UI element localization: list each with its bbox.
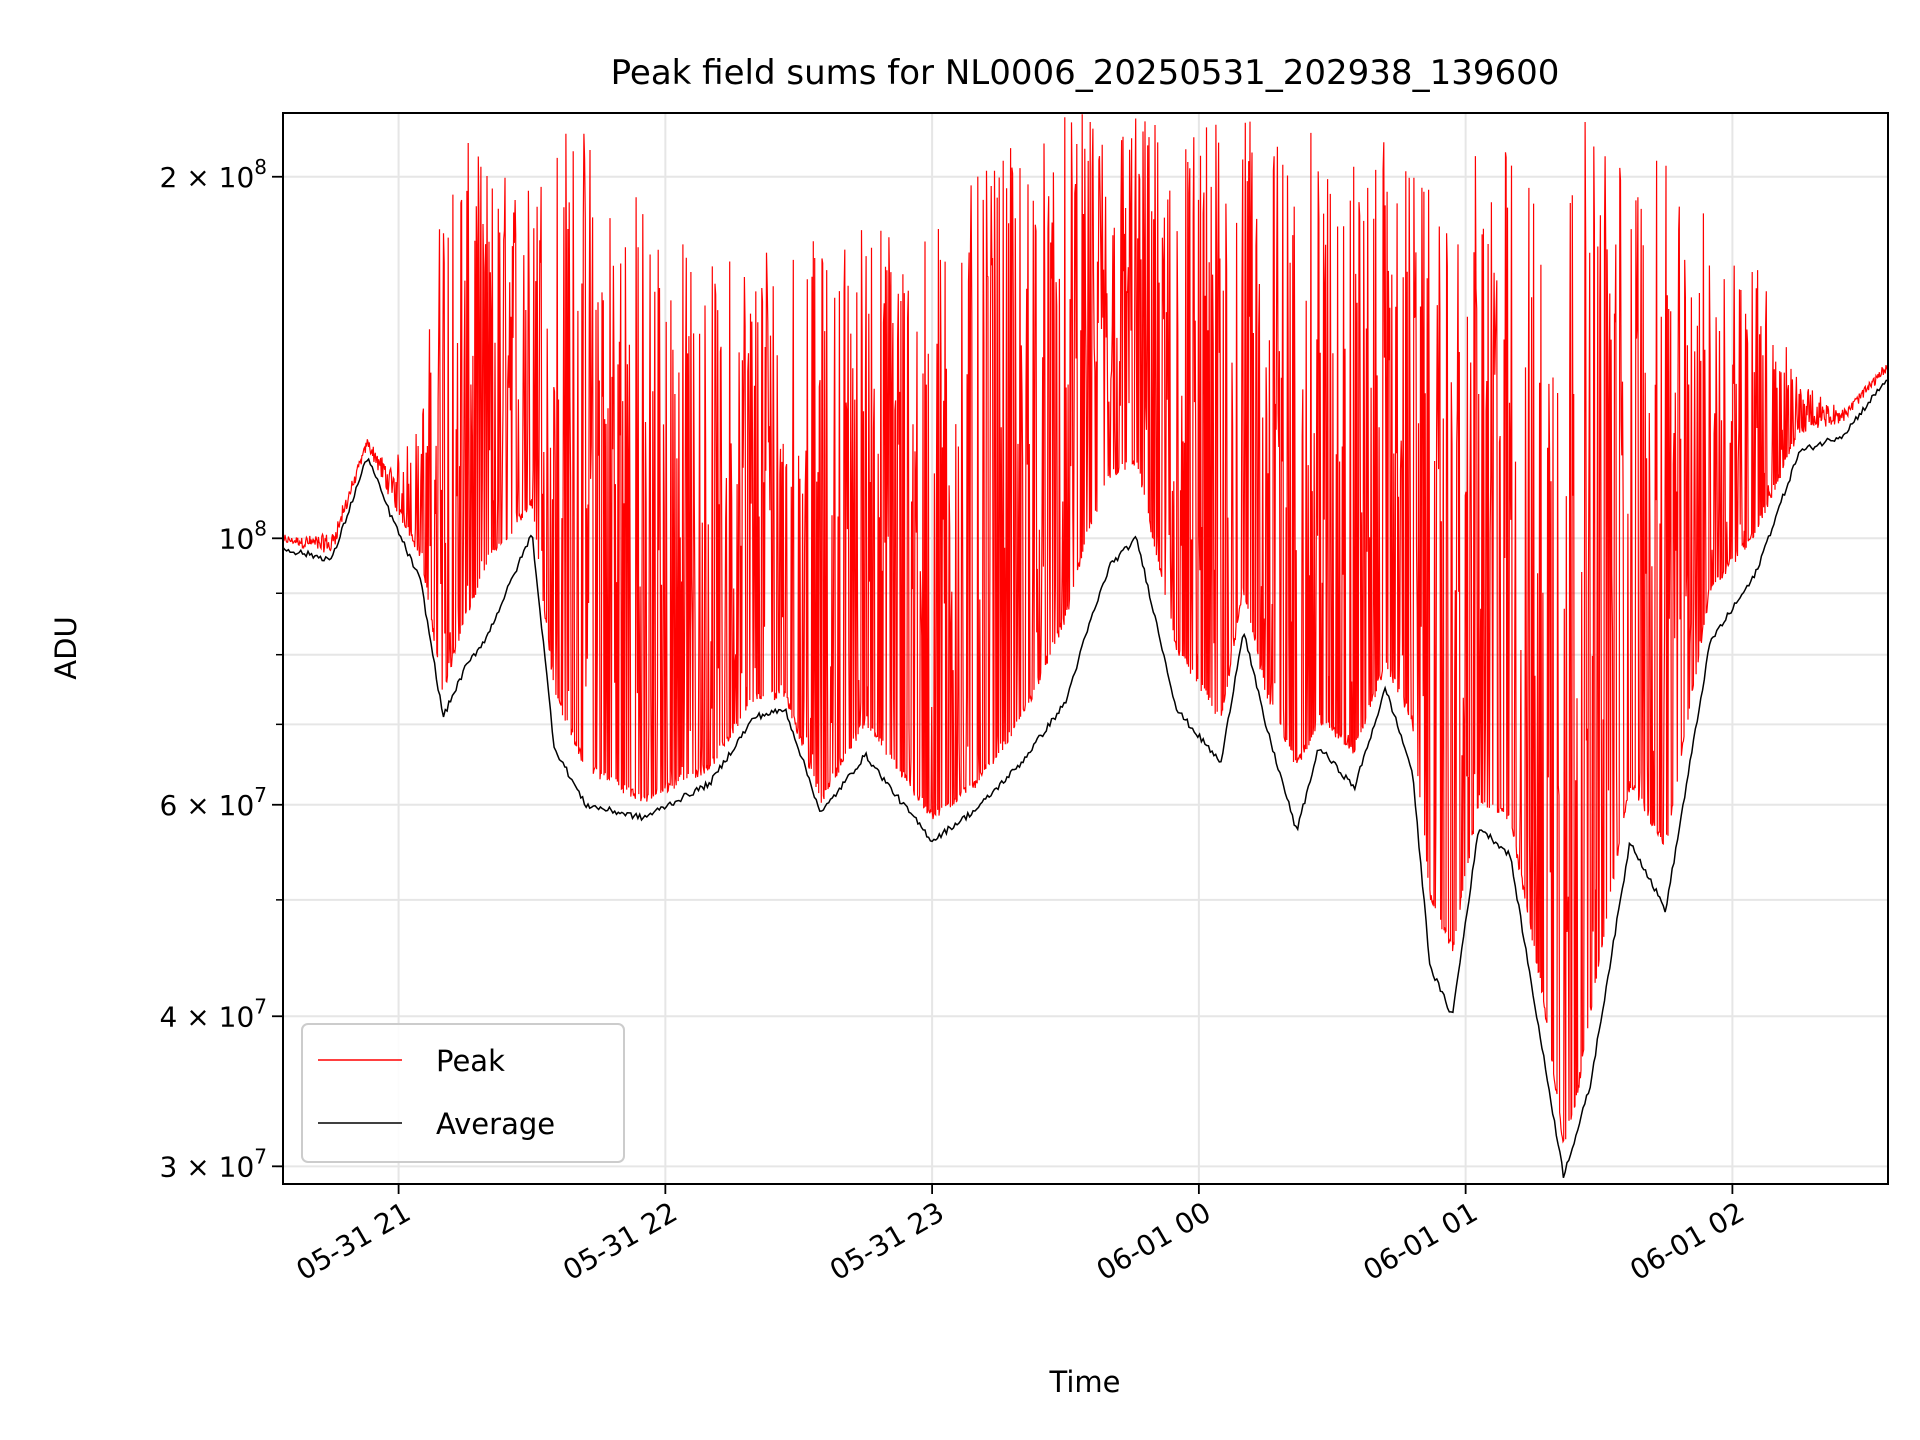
legend: Peak Average [301, 1023, 625, 1163]
series-layer [282, 114, 1889, 1179]
y-axis-label: ADU [49, 616, 83, 679]
x-axis-label: Time [1049, 1365, 1121, 1399]
y-tick-label: 4 × 107 [160, 994, 267, 1033]
y-tick-label: 2 × 108 [160, 155, 267, 194]
y-tick-label: 6 × 107 [160, 783, 267, 822]
legend-average-label: Average [436, 1107, 555, 1141]
y-axis: 3 × 107 4 × 107 6 × 107 108 2 × 108 [160, 155, 283, 1183]
chart-title: Peak field sums for NL0006_20250531_2029… [611, 53, 1560, 93]
y-tick-label: 3 × 107 [160, 1144, 267, 1183]
legend-peak-label: Peak [436, 1044, 505, 1078]
series-peak-line [282, 114, 1889, 1144]
legend-box [301, 1023, 625, 1163]
series-average-line [282, 379, 1889, 1179]
y-tick-label: 108 [219, 516, 267, 555]
plot-frame [282, 112, 1889, 1185]
